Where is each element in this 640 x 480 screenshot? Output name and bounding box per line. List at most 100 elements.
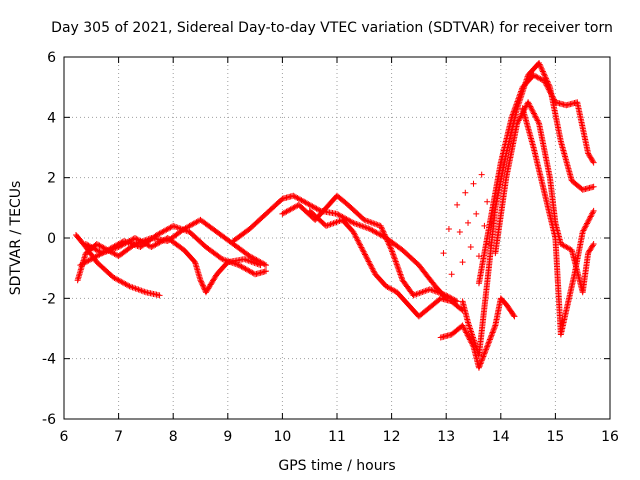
y-axis-label: SDTVAR / TECUs (8, 181, 24, 296)
data-point-marker (370, 266, 377, 273)
data-point-marker (129, 284, 136, 291)
data-point-marker (489, 329, 496, 336)
series-track-5 (230, 192, 450, 302)
data-point-marker (176, 225, 183, 232)
data-point-marker (491, 323, 498, 330)
data-point-marker (130, 284, 137, 291)
data-point-marker (539, 68, 546, 75)
data-point-marker (381, 231, 388, 238)
data-point-marker (198, 279, 205, 286)
y-tick-label: 0 (47, 231, 56, 247)
data-point-marker (411, 291, 418, 298)
data-point-marker (517, 113, 524, 120)
data-point-marker (351, 230, 358, 237)
data-point-marker (526, 102, 533, 109)
data-point-marker (132, 242, 139, 249)
data-point-marker (135, 286, 142, 293)
x-tick-label: 16 (601, 429, 619, 445)
data-point-marker (512, 104, 519, 111)
data-point-marker (393, 261, 400, 268)
data-point-marker (356, 241, 363, 248)
data-point-marker (579, 228, 586, 235)
data-point-marker (511, 107, 518, 114)
data-point-marker (366, 259, 373, 266)
data-point-marker (139, 288, 146, 295)
x-tick-label: 15 (546, 429, 564, 445)
data-point-marker (475, 364, 482, 371)
data-point-marker (369, 265, 376, 272)
data-point-marker (99, 250, 106, 257)
data-point-marker (540, 69, 547, 76)
data-point-marker (183, 227, 190, 234)
data-point-marker (323, 222, 330, 229)
data-point-marker (512, 102, 519, 109)
data-point-marker (248, 258, 255, 265)
data-point-marker (479, 356, 486, 363)
data-point-marker (586, 214, 593, 221)
data-point-marker (513, 101, 520, 108)
data-point-marker (353, 221, 360, 228)
data-point-marker (584, 219, 591, 226)
data-point-marker (490, 328, 497, 335)
axis-ticks: 6 7 8 9 10 11 12 13 14 15 16 6 4 2 0 -2 -4 -6 (42, 50, 619, 445)
data-point-marker (589, 210, 596, 217)
data-point-marker (198, 278, 205, 285)
data-point-marker (114, 244, 121, 251)
data-point-marker (525, 100, 532, 107)
data-point-marker (362, 224, 369, 231)
data-point-marker (199, 282, 206, 289)
data-point-marker (365, 225, 372, 232)
data-point-marker (542, 74, 549, 81)
data-point-marker (129, 241, 136, 248)
data-point-marker (361, 216, 368, 223)
data-point-marker (329, 220, 336, 227)
data-point-marker (463, 330, 470, 337)
x-tick-label: 14 (492, 429, 510, 445)
data-point-marker (351, 231, 358, 238)
data-point-marker (581, 224, 588, 231)
data-point-marker (367, 261, 374, 268)
data-point-marker (531, 111, 538, 118)
data-point-marker (364, 255, 371, 262)
data-point-marker (487, 333, 494, 340)
data-point-marker (462, 189, 469, 196)
data-point-marker (199, 281, 206, 288)
data-point-marker (365, 258, 372, 265)
data-point-marker (357, 222, 364, 229)
data-point-marker (330, 220, 337, 227)
data-point-marker (242, 256, 249, 263)
series-track-8 (437, 295, 518, 371)
data-point-marker (517, 114, 524, 121)
data-point-marker (359, 223, 366, 230)
data-point-marker (362, 251, 369, 258)
x-tick-label: 8 (169, 429, 178, 445)
data-point-marker (396, 270, 403, 277)
data-point-marker (466, 335, 473, 342)
data-point-marker (483, 345, 490, 352)
data-point-marker (263, 268, 270, 275)
data-point-marker (362, 252, 369, 259)
data-point-marker (538, 65, 545, 72)
data-point-marker (456, 228, 463, 235)
data-point-marker (354, 236, 361, 243)
data-point-marker (590, 183, 597, 190)
data-point-marker (386, 241, 393, 248)
y-tick-label: 2 (47, 171, 56, 187)
data-point-marker (251, 259, 258, 266)
data-point-marker (470, 180, 477, 187)
data-point-marker (391, 255, 398, 262)
data-point-marker (367, 262, 374, 269)
data-point-marker (589, 242, 596, 249)
data-point-marker (382, 232, 389, 239)
data-point-marker (481, 350, 488, 357)
data-point-marker (488, 332, 495, 339)
data-point-marker (528, 106, 535, 113)
data-point-marker (316, 207, 323, 214)
data-point-marker (416, 290, 423, 297)
data-point-marker (546, 87, 553, 94)
x-tick-label: 13 (437, 429, 455, 445)
data-point-marker (200, 283, 207, 290)
data-point-marker (440, 250, 447, 257)
data-point-marker (514, 98, 521, 105)
data-point-marker (484, 343, 491, 350)
